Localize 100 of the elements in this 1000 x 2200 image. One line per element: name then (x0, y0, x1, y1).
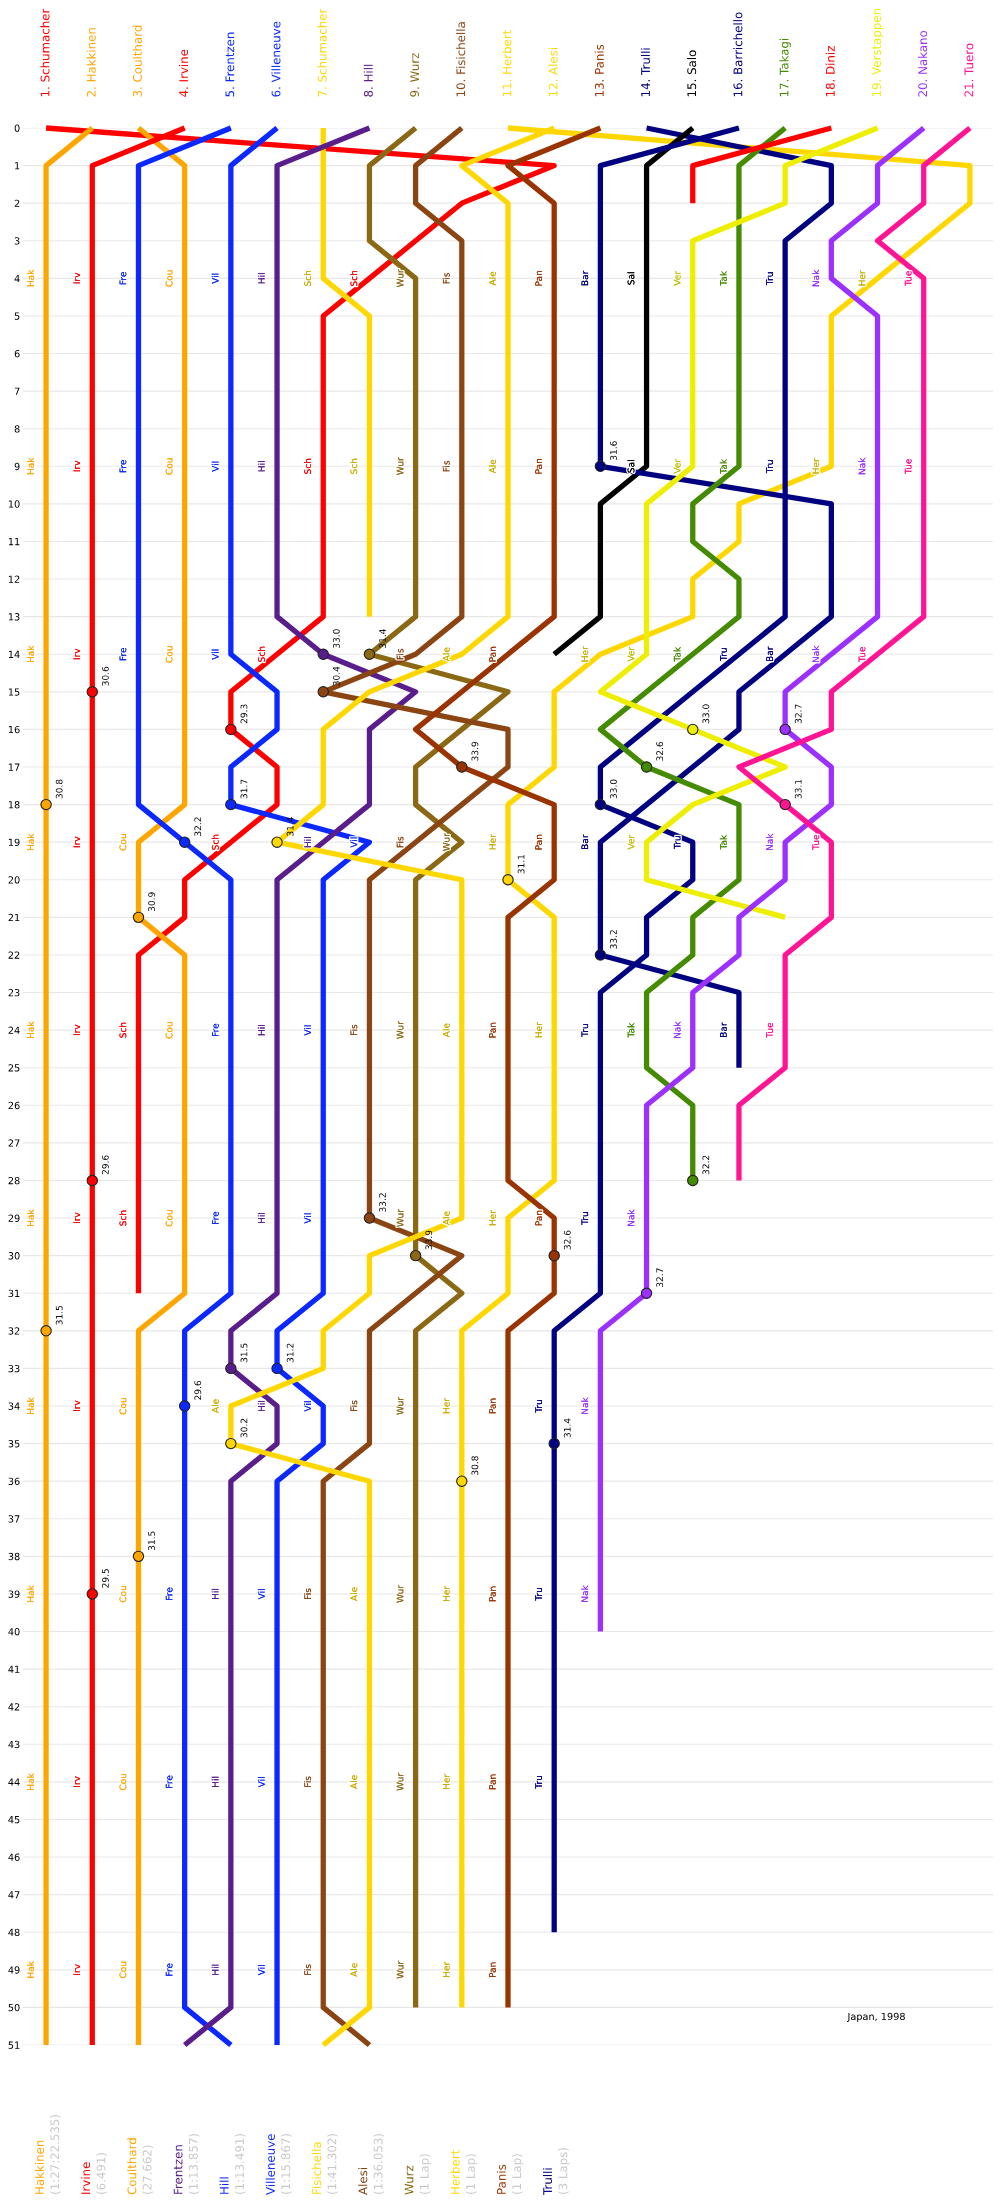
data-label: Hak (26, 833, 34, 851)
data-label: Hak (26, 1773, 34, 1790)
y-tick-label: 27 (8, 1139, 20, 1147)
data-label: Hil (304, 837, 311, 848)
data-label: Sal (627, 460, 635, 473)
x-tick-label: 14. Trulli (640, 48, 650, 97)
data-label: Fre (211, 1211, 219, 1224)
y-tick-label: 8 (14, 425, 20, 433)
y-tick-label: 32 (8, 1327, 20, 1335)
y-tick-label: 25 (8, 1064, 20, 1072)
data-label: Wur (396, 269, 404, 288)
data-label: Pan (489, 646, 496, 662)
data-label: Hil (211, 1588, 219, 1599)
annotation: 33.0 (332, 629, 340, 648)
x-tick-label: 6. Villeneuve (271, 21, 281, 97)
x-tick-label: 13. Panis (594, 44, 604, 97)
data-label: Ale (350, 1775, 358, 1789)
y-tick-label: 17 (8, 763, 20, 771)
y-tick-label: 2 (14, 199, 20, 207)
data-label: Her (442, 1961, 450, 1977)
annotation: 30.9 (148, 892, 155, 912)
data-label: Sch (119, 1022, 127, 1038)
data-label: Cou (119, 1773, 127, 1791)
data-label: Her (535, 1022, 543, 1038)
data-label: Sch (211, 834, 219, 850)
data-label: Ver (673, 270, 681, 286)
x-tick-label: 18. Diniz (825, 46, 835, 97)
data-label: Vil (211, 649, 219, 660)
y-tick-label: 10 (8, 500, 20, 508)
annotation: 31.4 (286, 817, 294, 836)
data-label: Sch (304, 458, 312, 474)
data-label: Fis (350, 1400, 358, 1411)
data-label: Hak (26, 1397, 34, 1414)
y-tick-label: 13 (8, 613, 20, 621)
data-label: Tak (719, 270, 727, 286)
y-tick-label: 19 (8, 838, 20, 847)
x-tick-label: 7. Schumacher (317, 8, 327, 97)
data-label: Fre (119, 272, 127, 285)
data-label: Hil (211, 1964, 219, 1975)
data-label: Wur (396, 1021, 404, 1039)
data-label: Tue (766, 1022, 773, 1038)
y-tick-label: 5 (14, 312, 20, 320)
y-tick-label: 49 (8, 1966, 20, 1974)
data-label: Tru (673, 836, 681, 850)
annotation: 30.8 (471, 1456, 479, 1475)
annotation: 33.2 (610, 930, 617, 949)
data-label: Tue (812, 834, 820, 850)
annotation: 31.4 (563, 1418, 571, 1438)
y-tick-label: 47 (8, 1891, 20, 1899)
annotation: 31.2 (286, 1343, 294, 1363)
data-label: Cou (119, 1585, 127, 1603)
data-label: Hak (26, 1021, 34, 1039)
data-label: Hil (257, 273, 265, 284)
data-label: Her (442, 1585, 450, 1602)
x-tick-label: 10. Fisichella (456, 22, 466, 97)
x-tick-label: 9. Wurz (410, 53, 420, 97)
y-tick-label: 1 (15, 162, 20, 170)
data-label: Pan (489, 1022, 496, 1038)
data-label: Tru (535, 1587, 543, 1601)
data-label: Vil (257, 1965, 265, 1976)
annotation: 33.9 (425, 1230, 433, 1250)
x-tick-label: 11. Herbert (502, 29, 512, 97)
data-label: Vil (257, 1589, 265, 1600)
data-label: Ver (673, 458, 681, 474)
y-tick-label: 22 (8, 951, 20, 959)
data-label: Pan (489, 1586, 496, 1602)
y-tick-label: 50 (8, 2003, 20, 2012)
data-label: Vil (304, 1401, 311, 1412)
annotation: 32.2 (702, 1155, 710, 1175)
data-label: Nak (858, 457, 866, 475)
y-tick-label: 30 (8, 1252, 20, 1260)
annotation: 32.6 (563, 1230, 571, 1250)
annotation: 29.3 (240, 704, 248, 724)
data-label: Hak (26, 1961, 34, 1978)
data-label: Cou (119, 1961, 127, 1979)
data-label: Fis (350, 1024, 358, 1036)
data-label: Tak (627, 1022, 635, 1038)
y-tick-label: 42 (8, 1703, 20, 1711)
data-label: Pan (489, 1774, 496, 1790)
data-label: Wur (442, 833, 450, 851)
data-label: Wur (396, 1396, 404, 1415)
y-tick-label: 39 (8, 1590, 20, 1598)
data-label: Vil (211, 273, 219, 284)
data-label: Wur (396, 1209, 404, 1227)
data-label: Tue (904, 271, 912, 287)
data-label: Cou (119, 834, 127, 851)
y-tick-label: 37 (8, 1515, 20, 1523)
y-tick-label: 48 (8, 1928, 20, 1937)
data-label: Tru (766, 272, 773, 286)
data-label: Pan (535, 458, 543, 474)
annotation: Japan, 1998 (847, 2012, 905, 2022)
data-label: Irv (73, 272, 80, 284)
data-label: Cou (165, 458, 173, 475)
x-tick-label: 3. Coulthard (132, 25, 142, 97)
data-label: Sch (350, 458, 358, 474)
y-tick-label: 0 (14, 124, 20, 132)
data-label: Cou (165, 1022, 173, 1039)
data-label: Tru (720, 648, 727, 662)
annotation: 33.0 (702, 704, 710, 724)
data-label: Sch (350, 270, 358, 286)
